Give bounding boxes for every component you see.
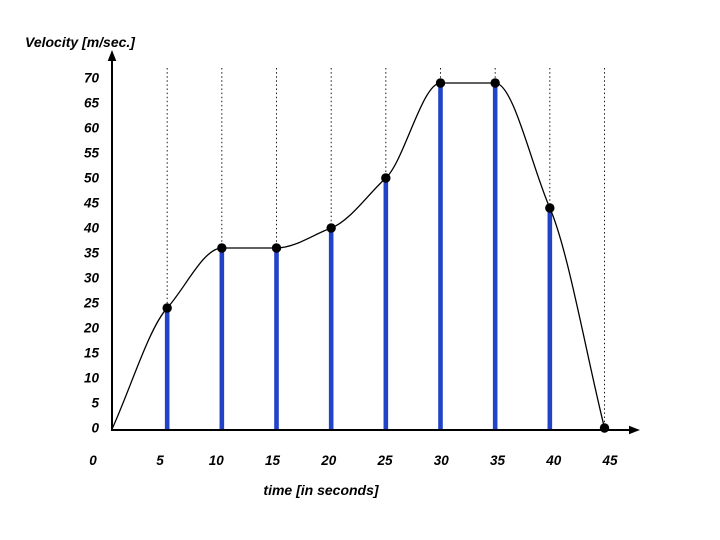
y-tick-label: 70 xyxy=(84,71,100,86)
y-tick-label: 45 xyxy=(83,196,100,211)
data-point xyxy=(545,203,555,213)
x-tick-label: 0 xyxy=(89,453,97,468)
x-tick-label: 40 xyxy=(545,453,562,468)
data-point xyxy=(271,243,282,253)
y-tick-label: 25 xyxy=(83,296,100,311)
y-tick-label: 10 xyxy=(84,371,100,386)
y-tick-label: 30 xyxy=(84,271,100,286)
y-tick-label: 20 xyxy=(83,321,100,336)
x-tick-label: 5 xyxy=(156,453,164,468)
y-tick-label: 65 xyxy=(84,96,100,111)
y-tick-label: 50 xyxy=(84,171,100,186)
data-point xyxy=(435,78,446,88)
data-point xyxy=(326,223,336,233)
x-tick-label: 20 xyxy=(320,453,337,468)
data-point xyxy=(217,243,227,253)
x-tick-label: 15 xyxy=(265,453,281,468)
x-tick-label: 10 xyxy=(209,453,225,468)
y-axis-arrow-icon xyxy=(107,50,117,61)
x-axis-title: time [in seconds] xyxy=(263,482,379,498)
y-tick-label: 60 xyxy=(84,121,100,136)
y-tick-label: 55 xyxy=(84,146,100,161)
velocity-curve xyxy=(111,82,606,429)
x-tick-label: 35 xyxy=(490,453,506,468)
y-tick-label: 15 xyxy=(84,346,100,361)
data-point xyxy=(381,173,391,183)
x-tick-label: 25 xyxy=(376,453,393,468)
x-tick-label: 45 xyxy=(601,453,618,468)
data-point xyxy=(162,303,172,313)
y-tick-label: 35 xyxy=(84,246,100,261)
data-point xyxy=(490,78,500,88)
x-tick-label: 30 xyxy=(434,453,450,468)
y-tick-label: 5 xyxy=(91,396,99,411)
data-point xyxy=(599,423,610,433)
x-axis-arrow-icon xyxy=(629,425,640,435)
y-tick-label: 0 xyxy=(91,421,99,436)
y-tick-label: 40 xyxy=(83,221,100,236)
y-axis-title: Velocity [m/sec.] xyxy=(25,34,135,50)
